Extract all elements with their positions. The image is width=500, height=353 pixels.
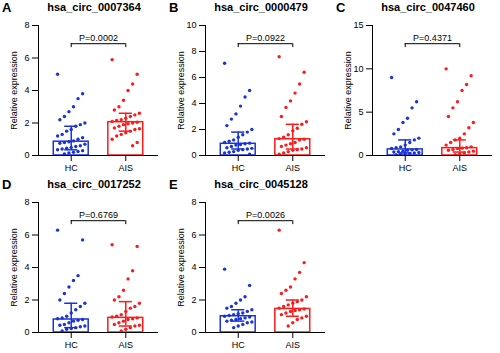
svg-text:P=0.0002: P=0.0002: [79, 33, 118, 43]
svg-text:Relative expression: Relative expression: [176, 51, 186, 130]
svg-text:HC: HC: [232, 163, 245, 173]
svg-text:AIS: AIS: [453, 163, 468, 173]
svg-text:6: 6: [24, 230, 29, 240]
svg-text:HC: HC: [65, 340, 78, 350]
svg-text:2: 2: [24, 295, 29, 305]
html-text:B: B: [169, 0, 179, 15]
svg-text:4: 4: [191, 98, 196, 108]
svg-text:Relative expression: Relative expression: [9, 51, 19, 130]
svg-text:10: 10: [186, 20, 196, 30]
svg-text:2: 2: [24, 118, 29, 128]
svg-text:HC: HC: [399, 163, 412, 173]
svg-text:8: 8: [191, 197, 196, 207]
html-text:hsa_circ_0047460: hsa_circ_0047460: [381, 1, 475, 13]
svg-text:15: 15: [353, 20, 363, 30]
html-text:hsa_circ_0045128: hsa_circ_0045128: [214, 178, 308, 190]
svg-text:2: 2: [191, 124, 196, 134]
svg-text:4: 4: [191, 262, 196, 272]
html-text:E: E: [169, 177, 178, 192]
svg-text:4: 4: [24, 262, 29, 272]
svg-text:0: 0: [191, 327, 196, 337]
svg-text:8: 8: [24, 20, 29, 30]
svg-text:6: 6: [24, 53, 29, 63]
svg-text:8: 8: [191, 46, 196, 56]
html-text:hsa_circ_0000479: hsa_circ_0000479: [214, 1, 308, 13]
html-text:C: C: [336, 0, 346, 15]
svg-text:0: 0: [24, 327, 29, 337]
svg-text:10: 10: [353, 64, 363, 74]
svg-text:P=0.0026: P=0.0026: [246, 210, 285, 220]
svg-text:0: 0: [24, 150, 29, 160]
svg-text:Relative expression: Relative expression: [176, 228, 186, 307]
svg-text:AIS: AIS: [286, 163, 301, 173]
svg-text:HC: HC: [232, 340, 245, 350]
html-text:A: A: [2, 0, 12, 15]
svg-text:0: 0: [191, 150, 196, 160]
svg-text:6: 6: [191, 230, 196, 240]
svg-text:P=0.6769: P=0.6769: [79, 210, 118, 220]
svg-text:Relative expression: Relative expression: [343, 51, 353, 130]
svg-text:AIS: AIS: [119, 163, 134, 173]
svg-text:AIS: AIS: [286, 340, 301, 350]
svg-text:AIS: AIS: [119, 340, 134, 350]
svg-text:HC: HC: [65, 163, 78, 173]
svg-text:0: 0: [358, 150, 363, 160]
svg-text:5: 5: [358, 107, 363, 117]
html-text:hsa_circ_0017252: hsa_circ_0017252: [47, 178, 141, 190]
svg-text:8: 8: [24, 197, 29, 207]
svg-text:P=0.0922: P=0.0922: [246, 33, 285, 43]
html-text:D: D: [2, 177, 12, 192]
svg-text:6: 6: [191, 72, 196, 82]
svg-text:P=0.4371: P=0.4371: [413, 33, 452, 43]
svg-text:2: 2: [191, 295, 196, 305]
html-text:hsa_circ_0007364: hsa_circ_0007364: [47, 1, 141, 13]
svg-text:4: 4: [24, 85, 29, 95]
svg-text:Relative expression: Relative expression: [9, 228, 19, 307]
